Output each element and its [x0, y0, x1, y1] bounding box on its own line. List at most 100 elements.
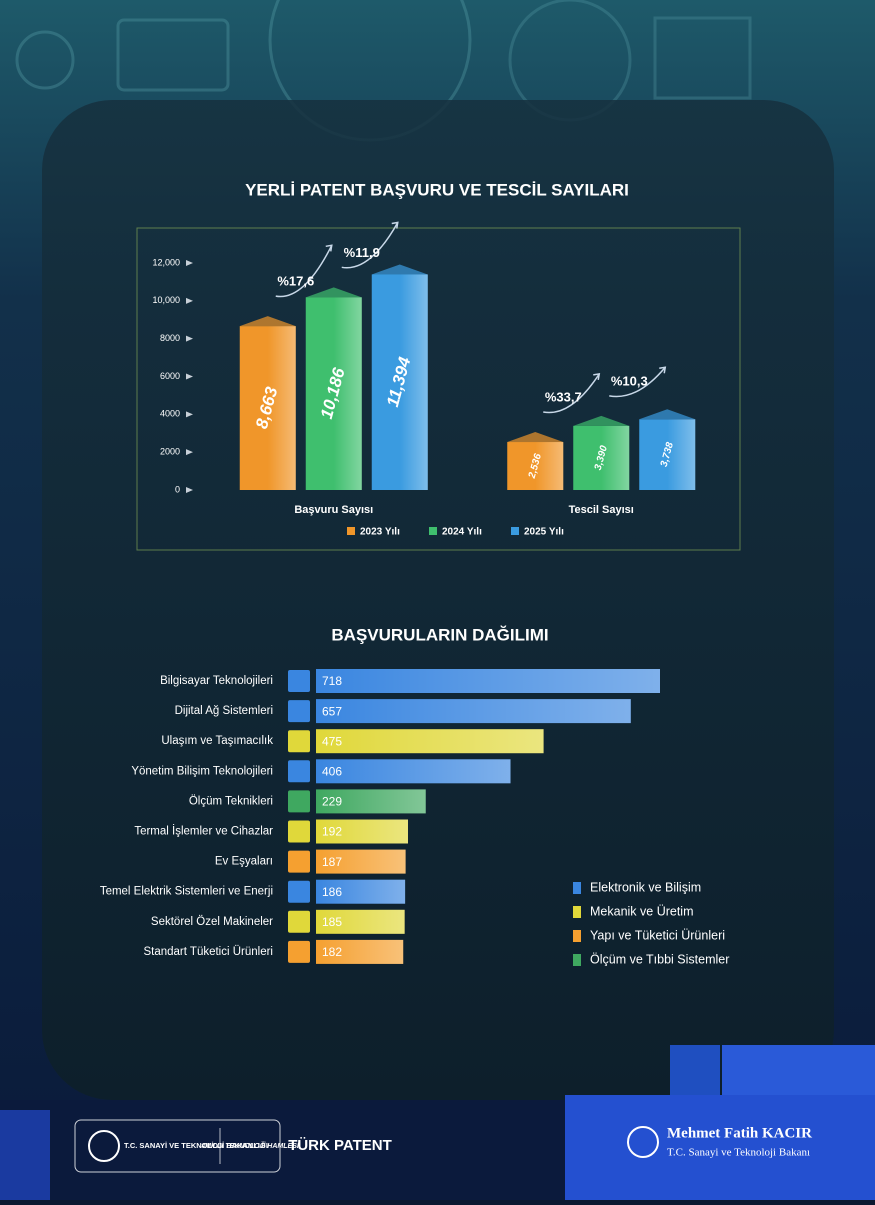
category-label: Bilgisayar Teknolojileri	[160, 675, 273, 687]
brand-logo: TÜRK PATENT	[288, 1137, 392, 1154]
bar-top	[371, 264, 428, 275]
y-tick-label: 0	[175, 484, 180, 494]
bar-shine	[316, 669, 660, 693]
y-tick-label: 8000	[160, 333, 180, 343]
growth-arrow	[275, 244, 333, 298]
legend-label: Yapı ve Tüketici Ürünleri	[590, 928, 725, 942]
category-icon	[288, 880, 310, 903]
category-label: Ev Eşyaları	[215, 856, 273, 868]
bar-shine	[316, 759, 511, 784]
bar-shine	[399, 274, 428, 490]
value-label: 406	[322, 764, 342, 778]
growth-arrow	[341, 222, 399, 269]
decor-tile	[670, 1045, 720, 1095]
chart-title: BAŞVURULARIN DAĞILIMI	[331, 625, 548, 644]
legend-label: 2024 Yılı	[442, 527, 482, 538]
ministry-emblem	[627, 1126, 659, 1158]
bar-shine	[316, 789, 426, 814]
minister-title: T.C. Sanayi ve Teknoloji Bakanı	[667, 1147, 810, 1159]
y-tick-label: 12,000	[152, 257, 180, 267]
category-label: Termal İşlemler ve Cihazlar	[134, 825, 273, 838]
category-label: Ulaşım ve Taşımacılık	[161, 735, 273, 747]
growth-arrowhead	[659, 366, 667, 374]
bar-shine	[316, 909, 405, 934]
y-tick	[186, 487, 193, 493]
bar-shine	[316, 939, 404, 964]
category-icon	[288, 850, 310, 873]
legend-swatch	[429, 527, 437, 535]
bar-top	[573, 415, 630, 426]
category-label: Yönetim Bilişim Teknolojileri	[131, 765, 273, 777]
legend-swatch	[573, 906, 581, 918]
y-tick	[186, 411, 193, 418]
growth-arrow	[543, 373, 600, 414]
value-label: 187	[322, 855, 342, 869]
category-icon	[288, 700, 310, 723]
bar-shine	[535, 442, 564, 490]
logo-box	[74, 1119, 281, 1173]
legend-label: Ölçüm ve Tıbbi Sistemler	[590, 952, 729, 966]
category-label: Temel Elektrik Sistemleri ve Enerji	[100, 886, 273, 898]
x-tick-label: Tescil Sayısı	[569, 504, 634, 516]
growth-label: %11,9	[344, 245, 380, 260]
category-icon	[288, 910, 310, 933]
category-icon	[288, 790, 310, 813]
y-tick	[186, 260, 193, 266]
y-tick	[186, 297, 193, 304]
legend-label: 2025 Yılı	[524, 527, 564, 538]
x-tick-label: Başvuru Sayısı	[294, 504, 373, 516]
bar-shine	[333, 297, 362, 490]
decor-doc	[653, 16, 752, 100]
decor-tile	[0, 1110, 50, 1200]
minister-name: Mehmet Fatih KACIR	[667, 1125, 812, 1141]
category-label: Ölçüm Teknikleri	[189, 795, 273, 807]
y-tick-label: 6000	[160, 371, 180, 381]
category-icon	[288, 820, 310, 843]
value-label: 229	[322, 795, 342, 809]
bar-shine	[667, 419, 696, 490]
bar-shine	[316, 819, 408, 844]
value-label: 718	[322, 674, 342, 688]
growth-label: %10,3	[611, 373, 648, 388]
minister-box	[565, 1095, 875, 1200]
growth-arrowhead	[593, 372, 601, 380]
campaign-logo: #MİLLİ TEKNOLOJİ HAMLESİ	[201, 1142, 300, 1150]
bar-top	[639, 409, 696, 420]
legend-label: Mekanik ve Üretim	[590, 904, 694, 918]
category-icon	[288, 760, 310, 783]
legend-label: Elektronik ve Bilişim	[590, 880, 701, 894]
value-label: 657	[322, 704, 342, 718]
bar-top	[305, 287, 362, 298]
legend-swatch	[573, 882, 581, 894]
growth-arrowhead	[391, 221, 399, 229]
bar-top	[507, 432, 564, 443]
bar-shine	[316, 849, 406, 874]
legend-swatch	[511, 527, 519, 535]
value-label: 185	[322, 915, 342, 929]
y-tick-label: 2000	[160, 447, 180, 457]
y-tick-label: 10,000	[152, 295, 180, 305]
ministry-emblem	[88, 1130, 120, 1162]
value-label: 475	[322, 734, 342, 748]
chart-frame	[136, 227, 741, 551]
growth-arrowhead	[325, 244, 333, 252]
category-icon	[288, 940, 310, 963]
legend-swatch	[347, 527, 355, 535]
y-tick	[186, 373, 193, 380]
bar-top	[239, 316, 296, 327]
value-label: 182	[322, 945, 342, 959]
value-label: 186	[322, 885, 342, 899]
bar-shine	[316, 699, 631, 724]
growth-arrow	[609, 366, 666, 398]
y-tick	[186, 335, 193, 342]
legend-swatch	[573, 954, 581, 966]
category-icon	[288, 670, 310, 692]
bar-shine	[601, 425, 630, 490]
legend-label: 2023 Yılı	[360, 527, 400, 538]
decor-tile	[722, 1045, 875, 1095]
value-label: 192	[322, 825, 342, 839]
decor-badge	[15, 30, 75, 90]
bar-shine	[316, 729, 544, 754]
y-tick	[186, 449, 193, 456]
